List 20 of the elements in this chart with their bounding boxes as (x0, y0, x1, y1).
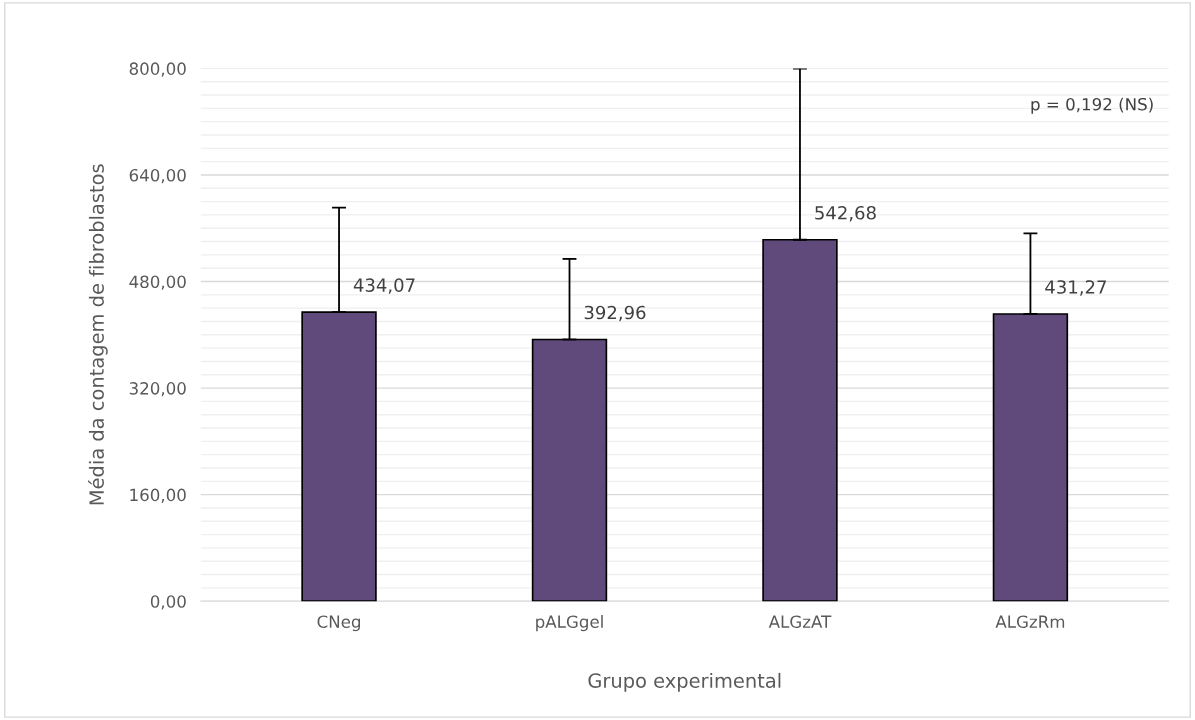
data-label: 434,07 (353, 278, 415, 294)
x-tick-label: pALGgel (536, 615, 603, 632)
data-label: 542,68 (815, 205, 876, 222)
y-axis-title: Média da contagem de fibroblastos (88, 164, 108, 505)
x-tick-label: ALGzAT (768, 615, 832, 628)
y-tick-label: 800,00 (129, 62, 186, 77)
y-tick-label: 320,00 (129, 382, 186, 397)
x-tick-label: ALGzRm (995, 615, 1065, 628)
x-tick-label: CNeg (317, 615, 360, 632)
y-tick-label: 0,00 (150, 595, 186, 610)
data-label: 431,27 (1045, 280, 1106, 296)
y-tick-label: 640,00 (129, 168, 186, 184)
data-label: 392,96 (584, 305, 646, 322)
bar (301, 311, 377, 602)
bar (762, 238, 838, 602)
y-tick-label: 480,00 (129, 275, 186, 290)
x-axis-title: Grupo experimental (588, 672, 781, 692)
annotation: p = 0,192 (NS) (1031, 97, 1153, 114)
y-tick-label: 160,00 (130, 488, 186, 503)
bar (992, 313, 1069, 602)
